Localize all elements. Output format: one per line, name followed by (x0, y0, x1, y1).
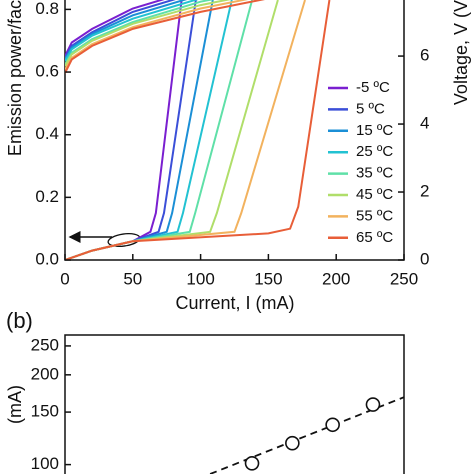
data-point (244, 456, 260, 471)
x-tick-label: 250 (390, 269, 418, 288)
y-tick-label: 200 (31, 364, 59, 383)
legend-label: -5 ºC (356, 79, 390, 96)
legend-label: 55 ºC (356, 207, 393, 224)
x-tick-label: 200 (322, 269, 350, 288)
x-tick-label: 50 (123, 269, 142, 288)
legend-label: 15 ºC (356, 122, 393, 139)
plot-frame (64, 0, 405, 261)
legend-label: 65 ºC (356, 229, 393, 246)
x-axis-label: Current, I (mA) (175, 293, 294, 313)
legend-label: 45 ºC (356, 186, 393, 203)
x-tick-label: 0 (60, 269, 69, 288)
y-tick-label: 0.8 (35, 0, 59, 18)
data-point (365, 397, 381, 412)
data-point (325, 417, 340, 433)
voltage-curve (65, 0, 232, 67)
legend-label: 35 ºC (356, 165, 393, 182)
voltage-curve (65, 0, 199, 62)
x-tick-label: 100 (186, 269, 214, 288)
points (209, 396, 404, 474)
legend-label: 5 ºC (356, 100, 385, 117)
curves (65, 0, 331, 260)
y-tick-label: 0.6 (35, 62, 59, 81)
power-curve (65, 0, 306, 260)
y-tick-label: 100 (31, 454, 59, 473)
y2-tick-label: 0 (420, 249, 429, 268)
y2-tick-label: 6 (420, 46, 429, 65)
plot-frame (64, 334, 405, 474)
panel-label: (b) (6, 308, 33, 333)
data-point (285, 435, 300, 451)
y-tick-label: 150 (31, 402, 59, 421)
y2-tick-label: 4 (420, 114, 429, 133)
y-tick-label: 250 (31, 335, 59, 354)
y-axis-label: Emission power/fac (5, 0, 25, 156)
y2-tick-label: 2 (420, 182, 429, 201)
y-tick-label: 0.2 (35, 187, 59, 206)
y-tick-label: 0.4 (35, 124, 59, 143)
voltage-curve (65, 0, 165, 57)
x-tick-label: 150 (254, 269, 282, 288)
y-tick-label: 0.0 (35, 249, 59, 268)
y2-axis-label: Voltage, V (V (451, 0, 471, 105)
legend-label: 25 ºC (356, 143, 393, 160)
voltage-curve (65, 0, 266, 74)
y-axis-label: (mA) (5, 385, 25, 424)
power-curve (65, 0, 233, 260)
power-curve (65, 0, 331, 260)
